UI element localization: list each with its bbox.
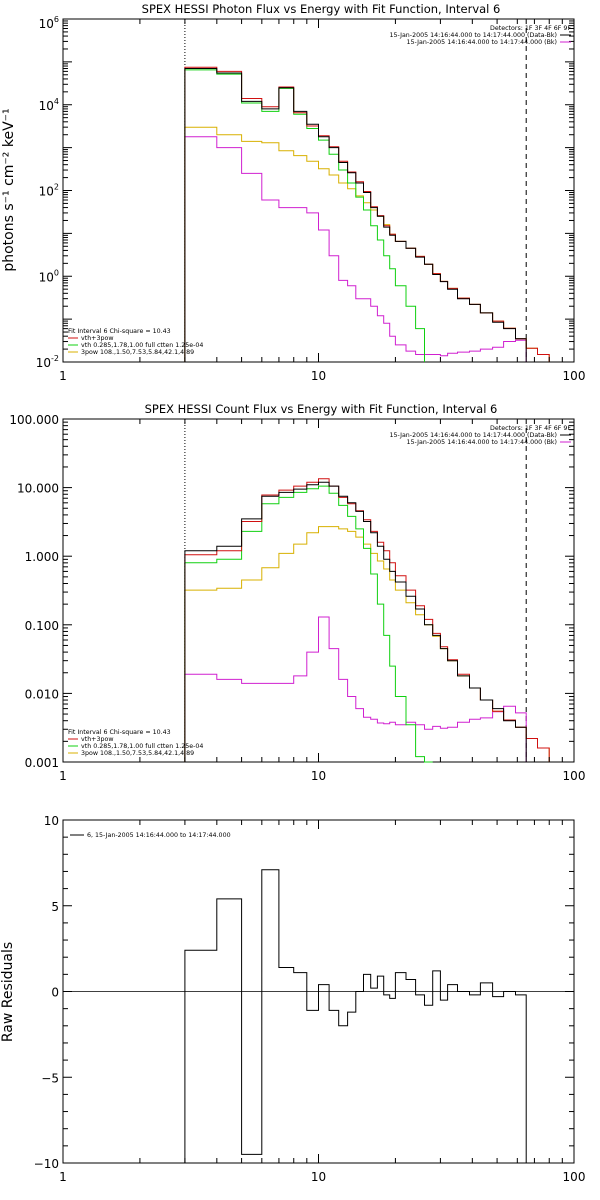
series-data-bk-line	[184, 68, 527, 362]
y-axis-label: Raw Residuals	[0, 942, 16, 1042]
series-residuals-line	[184, 869, 527, 1163]
y-tick-label: 0.001	[25, 756, 59, 770]
series-vth-line	[184, 69, 425, 362]
y-tick-label: 0.010	[25, 687, 59, 701]
time-range-bk: 15-Jan-2005 14:16:44.000 to 14:17:44.000…	[407, 439, 557, 446]
y-tick-label: 106	[39, 15, 59, 31]
x-tick-label: 100	[563, 769, 586, 783]
fit-legend-item: 3pow 108.,1.50,7.53,5.84,42.1,4.89	[81, 349, 194, 356]
y-tick-label: 0.100	[25, 619, 59, 633]
series-data-bk-line	[184, 481, 527, 762]
fit-legend-item: vth+3pow	[81, 335, 113, 342]
detectors-label: Detectors: 1F 3F 4F 6F 9F	[490, 25, 571, 32]
time-range-data-bk: 15-Jan-2005 14:16:44.000 to 14:17:44.000…	[389, 432, 557, 439]
series-3pow-line	[184, 126, 550, 362]
x-tick-label: 1	[59, 769, 67, 783]
plot-frame	[62, 18, 575, 363]
series-layer	[184, 19, 550, 362]
fit-legend: Fit Interval 6 Chi-square = 10.43 vth+3p…	[68, 328, 203, 356]
x-tick-label: 10	[311, 369, 326, 383]
photon-flux-chart: SPEX HESSI Photon Flux vs Energy with Fi…	[1, 2, 585, 383]
series-3pow-line	[184, 526, 550, 762]
plot-area	[62, 418, 575, 763]
plot-frame	[62, 418, 575, 763]
fit-legend: Fit Interval 6 Chi-square = 10.43 vth+3p…	[68, 729, 203, 757]
y-tick-label: 100	[39, 268, 59, 284]
time-range-data-bk: 15-Jan-2005 14:16:44.000 to 14:17:44.000…	[389, 32, 557, 39]
plot-area	[62, 18, 575, 363]
y-tick-label: −10	[34, 1157, 59, 1171]
fit-legend-header: Fit Interval 6 Chi-square = 10.43	[68, 328, 171, 335]
y-tick-label: 10-2	[36, 354, 59, 370]
detectors-label: Detectors: 1F 3F 4F 6F 9F	[490, 425, 571, 432]
time-legend: Detectors: 1F 3F 4F 6F 9F 15-Jan-2005 14…	[389, 425, 571, 446]
x-tick-label: 100	[563, 369, 586, 383]
fit-legend-item: 3pow 108.,1.50,7.53,5.84,42.1,4.89	[81, 750, 194, 757]
x-tick-label: 1	[59, 369, 67, 383]
series-vth-line	[184, 485, 433, 763]
y-tick-label: 10	[44, 814, 59, 828]
chart-title: SPEX HESSI Count Flux vs Energy with Fit…	[145, 402, 498, 416]
y-axis-label: photons s⁻¹ cm⁻² keV⁻¹	[1, 108, 17, 271]
y-axis: 0.001 0.010 0.100 1.000 10.000 100.000	[9, 413, 574, 770]
series-layer	[63, 869, 574, 1163]
y-tick-label: 104	[39, 97, 59, 113]
y-tick-label: 100.000	[9, 413, 59, 427]
x-tick-label: 1	[59, 1170, 67, 1184]
y-tick-label: 102	[39, 183, 59, 199]
series-layer	[184, 419, 550, 763]
x-tick-label: 10	[311, 1170, 326, 1184]
fit-legend-item: vth 0.285,1.78,1.00 full ctten 1.25e-04	[81, 342, 203, 349]
residuals-chart: 1 10 100 −10 −5 0 5 10 Raw Residuals 6, 15-Jan…	[0, 814, 585, 1184]
x-tick-label: 100	[563, 1170, 586, 1184]
y-tick-label: 10.000	[17, 482, 59, 496]
series-bk-line	[184, 616, 527, 762]
residuals-legend-text: 6, 15-Jan-2005 14:16:44.000 to 14:17:44.…	[87, 832, 231, 839]
fit-legend-header: Fit Interval 6 Chi-square = 10.43	[68, 729, 171, 736]
chart-title: SPEX HESSI Photon Flux vs Energy with Fi…	[142, 2, 501, 16]
x-axis: 1 10 100	[59, 820, 585, 1184]
fit-legend-item: vth 0.285,1.78,1.00 full ctten 1.25e-04	[81, 743, 203, 750]
time-legend: Detectors: 1F 3F 4F 6F 9F 15-Jan-2005 14…	[389, 25, 571, 46]
x-tick-label: 10	[311, 769, 326, 783]
y-tick-label: 1.000	[25, 550, 59, 564]
fit-legend-item: vth+3pow	[81, 736, 113, 743]
x-axis: 1 10 100	[59, 419, 585, 783]
series-bk-line	[184, 136, 527, 362]
plot-area	[62, 819, 575, 1164]
count-flux-chart: SPEX HESSI Count Flux vs Energy with Fit…	[9, 402, 585, 783]
y-tick-label: −5	[41, 1071, 59, 1085]
series-vth-3pow-line	[184, 66, 550, 362]
y-axis: 10-2 100 102 104 106	[36, 15, 574, 370]
residuals-legend: 6, 15-Jan-2005 14:16:44.000 to 14:17:44.…	[70, 832, 231, 839]
y-axis: −10 −5 0 5 10	[34, 814, 574, 1171]
y-tick-label: 0	[51, 986, 59, 1000]
y-tick-label: 5	[51, 900, 59, 914]
time-range-bk: 15-Jan-2005 14:16:44.000 to 14:17:44.000…	[407, 39, 557, 46]
